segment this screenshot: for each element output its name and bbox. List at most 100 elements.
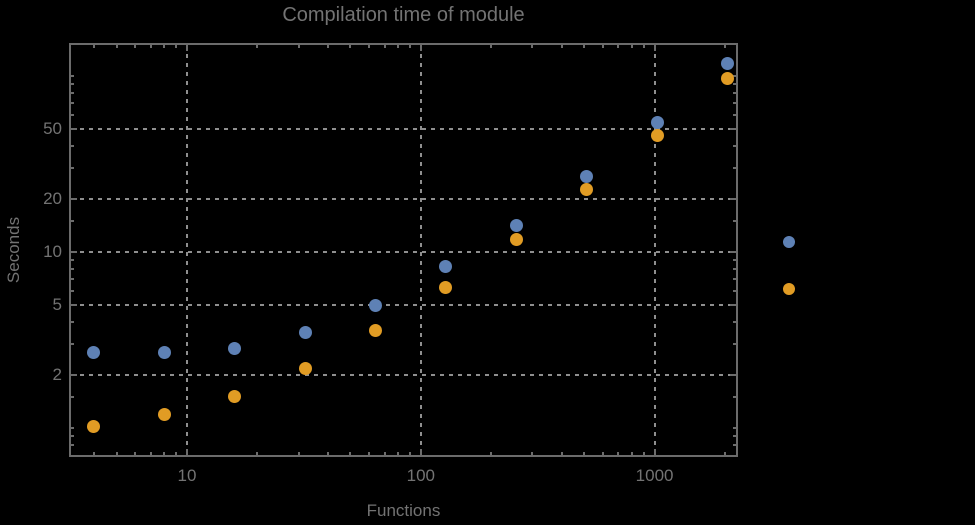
x-tick <box>409 452 412 455</box>
legend-marker <box>783 282 795 295</box>
x-tick <box>134 452 137 455</box>
y-tick <box>733 74 736 77</box>
y-tick <box>71 74 74 77</box>
y-tick <box>730 251 736 253</box>
x-tick <box>560 45 563 48</box>
y-tick <box>733 396 736 399</box>
x-tick <box>297 452 300 455</box>
x-tick <box>92 452 95 455</box>
y-tick <box>71 343 74 346</box>
y-tick <box>71 251 77 253</box>
data-point-blue-series <box>439 259 453 273</box>
x-tick <box>186 45 188 51</box>
x-gridline <box>653 45 656 455</box>
y-tick <box>733 321 736 324</box>
x-tick <box>531 452 534 455</box>
x-tick <box>723 452 726 455</box>
legend-marker <box>783 235 795 248</box>
y-tick-label: 10 <box>43 242 62 261</box>
y-tick-label: 20 <box>43 188 62 208</box>
y-tick <box>71 102 74 105</box>
x-tick <box>367 452 370 455</box>
x-tick <box>397 452 400 455</box>
x-gridline <box>186 45 188 455</box>
y-tick <box>733 166 736 169</box>
chart-title: Compilation time of module <box>282 4 525 26</box>
data-point-orange-series <box>87 420 101 434</box>
y-tick <box>733 219 736 222</box>
x-tick <box>186 449 188 455</box>
x-tick-label: 1000 <box>635 466 674 485</box>
y-tick <box>733 290 736 293</box>
data-point-orange-series <box>650 128 664 142</box>
x-tick <box>175 452 178 455</box>
x-tick <box>409 45 412 48</box>
y-tick <box>733 343 736 346</box>
data-point-blue-series <box>509 218 523 232</box>
y-tick <box>730 304 736 307</box>
x-tick-label: 100 <box>406 466 435 485</box>
y-tick <box>71 144 74 147</box>
y-tick <box>71 197 77 200</box>
y-tick <box>733 278 736 281</box>
y-tick <box>730 374 736 377</box>
y-tick-label: 2 <box>52 365 62 385</box>
x-tick <box>134 45 137 48</box>
x-tick-label: 10 <box>177 466 197 485</box>
y-tick <box>71 166 74 169</box>
data-point-orange-series <box>228 389 242 403</box>
x-tick <box>326 45 329 48</box>
y-tick <box>733 435 736 438</box>
y-tick <box>733 82 736 85</box>
x-tick <box>149 452 152 455</box>
x-tick <box>630 452 633 455</box>
y-gridline <box>71 251 736 253</box>
x-tick <box>560 452 563 455</box>
y-tick <box>730 127 736 130</box>
y-tick <box>71 259 74 262</box>
y-tick <box>730 197 736 200</box>
y-tick <box>733 427 736 430</box>
y-gridline <box>71 127 736 130</box>
x-tick <box>349 45 352 48</box>
y-tick <box>71 82 74 85</box>
data-point-orange-series <box>439 280 453 294</box>
x-tick <box>601 452 604 455</box>
x-tick <box>115 45 118 48</box>
x-tick <box>653 45 656 51</box>
x-tick <box>163 452 166 455</box>
y-tick <box>71 91 74 94</box>
x-tick <box>617 45 620 48</box>
y-tick <box>71 374 77 377</box>
y-tick <box>71 427 74 430</box>
y-gridline <box>71 197 736 200</box>
y-tick-label: 5 <box>52 295 62 315</box>
x-tick <box>149 45 152 48</box>
x-tick <box>326 452 329 455</box>
y-tick <box>733 444 736 447</box>
data-point-blue-series <box>368 298 382 312</box>
y-tick <box>71 435 74 438</box>
x-tick <box>419 45 422 51</box>
x-tick <box>490 45 493 48</box>
x-tick <box>583 452 586 455</box>
plot-frame <box>69 43 738 457</box>
x-tick <box>642 45 645 48</box>
x-tick <box>175 45 178 48</box>
x-tick <box>367 45 370 48</box>
data-point-blue-series <box>298 325 312 339</box>
y-tick <box>71 396 74 399</box>
data-point-orange-series <box>368 323 382 337</box>
y-tick <box>71 278 74 281</box>
data-point-orange-series <box>580 183 594 197</box>
x-tick <box>349 452 352 455</box>
y-tick <box>733 113 736 116</box>
x-tick <box>583 45 586 48</box>
y-tick <box>71 113 74 116</box>
y-tick <box>733 268 736 271</box>
data-point-blue-series <box>157 345 171 359</box>
data-point-blue-series <box>580 170 594 184</box>
x-tick <box>531 45 534 48</box>
x-tick <box>163 45 166 48</box>
x-tick <box>397 45 400 48</box>
